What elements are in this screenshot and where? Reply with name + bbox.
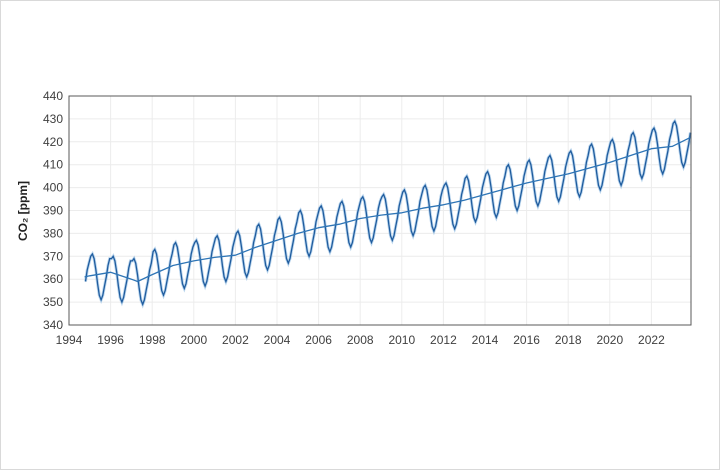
x-tick-label: 2014 bbox=[472, 333, 499, 347]
x-tick-label: 2002 bbox=[222, 333, 249, 347]
plot-area-border bbox=[68, 95, 692, 326]
monthly-series-line bbox=[84, 119, 692, 307]
x-tick-label: 1996 bbox=[97, 333, 124, 347]
y-tick-label: 340 bbox=[43, 318, 63, 332]
y-axis-label: CO₂ [ppm] bbox=[16, 181, 30, 241]
trend-line bbox=[84, 136, 692, 283]
x-tick-label: 2010 bbox=[388, 333, 415, 347]
y-tick-label: 360 bbox=[43, 272, 63, 286]
y-tick-label: 390 bbox=[43, 204, 63, 218]
x-tick-label: 2018 bbox=[555, 333, 582, 347]
x-tick-label: 2000 bbox=[180, 333, 207, 347]
series-group bbox=[84, 118, 692, 309]
y-tick-label: 430 bbox=[43, 112, 63, 126]
x-tick-label: 1998 bbox=[139, 333, 166, 347]
y-tick-label: 410 bbox=[43, 158, 63, 172]
x-tick-label: 2012 bbox=[430, 333, 457, 347]
x-tick-label: 1994 bbox=[56, 333, 83, 347]
x-tick-label: 2008 bbox=[347, 333, 374, 347]
x-tick-label: 2016 bbox=[513, 333, 540, 347]
y-tick-label: 440 bbox=[43, 89, 63, 103]
y-tick-labels: 340 350 360 370 380 390 400 410 420 430 440 bbox=[43, 89, 63, 332]
y-tick-label: 400 bbox=[43, 181, 63, 195]
y-tick-label: 370 bbox=[43, 249, 63, 263]
y-tick-label: 380 bbox=[43, 226, 63, 240]
y-tick-label: 420 bbox=[43, 135, 63, 149]
x-tick-label: 2006 bbox=[305, 333, 332, 347]
x-tick-label: 2022 bbox=[638, 333, 665, 347]
x-tick-labels: 1994 1996 1998 2000 2002 2004 2006 2008 2010 2012… bbox=[56, 333, 665, 347]
y-tick-label: 350 bbox=[43, 295, 63, 309]
x-tick-label: 2020 bbox=[596, 333, 623, 347]
x-tick-label: 2004 bbox=[264, 333, 291, 347]
